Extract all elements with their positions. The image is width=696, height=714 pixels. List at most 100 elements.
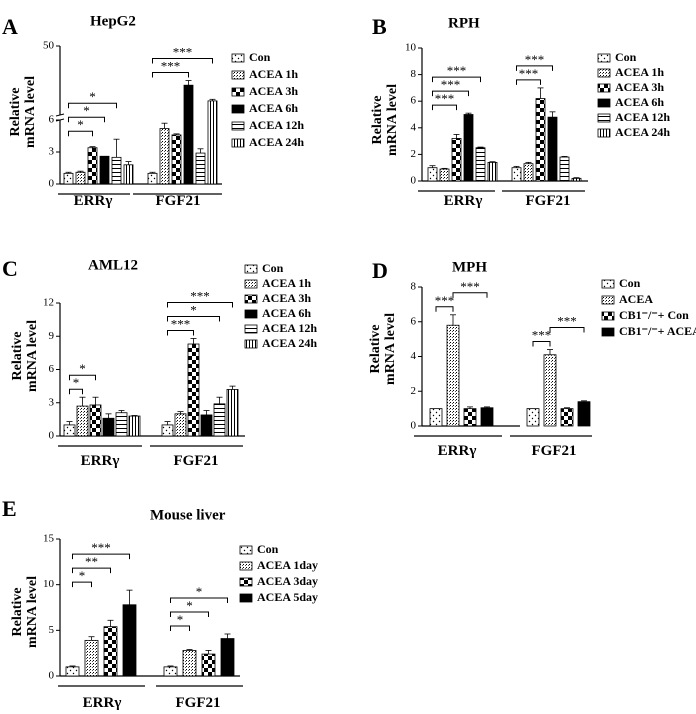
legend-swatch: [231, 121, 245, 131]
significance-label: ***: [161, 59, 181, 74]
legend-label: ACEA 3h: [615, 80, 664, 94]
y-axis-label-line: Relative: [368, 325, 383, 374]
y-tick-label: 5: [49, 624, 55, 636]
significance-bracket: [152, 72, 189, 78]
y-tick-label: 2: [411, 385, 417, 397]
y-axis-label-line: mRNA level: [385, 84, 400, 156]
legend-swatch: [239, 577, 253, 587]
y-tick-label: 10: [43, 578, 55, 590]
bar: [111, 156, 122, 185]
y-axis-label: Relative mRNA level: [10, 576, 40, 648]
legend-swatch: [244, 264, 258, 274]
significance-label: *: [77, 117, 84, 132]
y-axis-label-line: mRNA level: [383, 313, 398, 385]
bar: [543, 354, 557, 427]
group-label: FGF21: [526, 193, 571, 209]
significance-label: *: [190, 302, 197, 317]
significance-bracket: [68, 130, 93, 137]
group-label: FGF21: [156, 193, 201, 209]
bar: [65, 666, 80, 677]
legend-swatch: [597, 98, 611, 108]
panel-letter: D: [372, 258, 388, 283]
panel-letter: E: [2, 496, 17, 521]
y-axis-label-line: mRNA level: [23, 76, 38, 148]
y-tick-label: 0: [49, 430, 55, 442]
legend-swatch: [244, 309, 258, 319]
bar: [182, 650, 197, 677]
legend-swatch: [239, 593, 253, 603]
bar: [427, 167, 438, 182]
significance-bracket: [72, 581, 92, 588]
legend-swatch: [601, 327, 615, 337]
bar: [115, 412, 128, 437]
y-axis-label: Relative mRNA level: [370, 84, 400, 156]
panel-letter: B: [372, 14, 387, 39]
significance-bracket: [452, 292, 488, 298]
bar: [163, 666, 178, 677]
panel-letter: A: [2, 14, 18, 39]
significance-bracket: [170, 625, 190, 631]
panel-title: MPH: [452, 259, 487, 275]
group-label: ERRγ: [83, 695, 122, 711]
y-tick-label: 0: [49, 670, 55, 682]
significance-bracket: [167, 301, 233, 308]
bar: [439, 168, 450, 182]
y-axis-label: Relative mRNA level: [8, 76, 38, 148]
y-tick-label: 6: [49, 363, 55, 375]
legend-label: Con: [262, 261, 284, 275]
significance-label: **: [85, 554, 98, 569]
legend-swatch: [597, 68, 611, 78]
legend-swatch: [244, 294, 258, 304]
y-tick-label: 0: [49, 178, 55, 190]
group-label: FGF21: [174, 453, 219, 469]
significance-label: ***: [190, 288, 210, 303]
significance-bracket: [167, 329, 194, 336]
significance-label: ***: [441, 77, 461, 92]
significance-label: *: [177, 612, 184, 627]
bar: [220, 638, 235, 677]
bar: [75, 171, 86, 185]
significance-bracket: [68, 102, 117, 109]
significance-bracket: [68, 116, 105, 123]
y-tick-label: 15: [43, 533, 55, 545]
legend-label: Con: [619, 276, 641, 290]
y-tick-label: 8: [411, 281, 417, 293]
significance-bracket: [170, 597, 228, 603]
significance-label: *: [89, 89, 96, 104]
legend-swatch: [244, 339, 258, 349]
y-axis-label-line: Relative: [370, 96, 385, 145]
y-tick-label: 6: [411, 315, 417, 327]
axis-break-mark: [55, 113, 65, 117]
y-axis-label-line: Relative: [10, 332, 25, 381]
legend-swatch: [239, 561, 253, 571]
legend-label: ACEA 12h: [249, 118, 304, 132]
bar: [171, 134, 182, 185]
bar: [128, 415, 141, 437]
group-label: ERRγ: [444, 193, 483, 209]
bar: [147, 172, 158, 185]
legend-swatch: [231, 87, 245, 97]
significance-bracket: [152, 58, 213, 64]
panel-letter: C: [2, 256, 18, 281]
significance-label: ***: [171, 316, 191, 331]
y-tick-label: 3: [49, 146, 55, 158]
y-axis-label: Relative mRNA level: [368, 313, 398, 385]
legend-swatch: [601, 311, 615, 321]
bar: [63, 424, 76, 437]
legend-label: Con: [249, 50, 271, 64]
significance-bracket: [516, 79, 541, 85]
legend-swatch: [597, 128, 611, 138]
significance-label: *: [196, 584, 203, 599]
significance-label: ***: [91, 540, 111, 555]
panel-c: C AML12 Relative mRNA level 0 3 6 9 12 ERRγ FGF21 *…: [2, 256, 317, 469]
bar: [84, 639, 99, 677]
legend-label: ACEA 1h: [249, 67, 298, 81]
group-label: FGF21: [176, 695, 221, 711]
legend-swatch: [597, 83, 611, 93]
significance-label: ***: [435, 293, 455, 308]
bar: [571, 177, 582, 182]
legend-label: ACEA 12h: [615, 110, 670, 124]
y-axis-label-line: Relative: [8, 88, 23, 137]
bar: [187, 343, 200, 437]
significance-label: ***: [557, 314, 577, 329]
